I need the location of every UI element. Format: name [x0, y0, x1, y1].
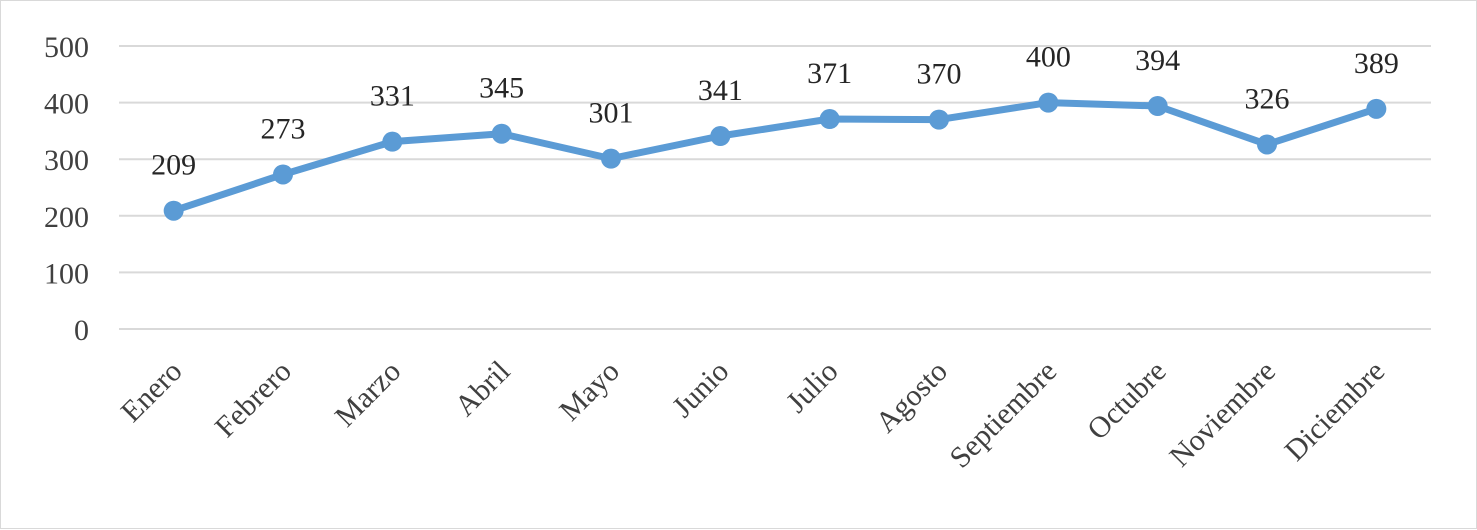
data-label: 371	[807, 57, 852, 90]
data-points	[163, 92, 1387, 221]
data-label: 273	[261, 112, 306, 145]
data-point	[382, 131, 403, 152]
x-category-label: Agosto	[869, 355, 954, 440]
x-category-label: Marzo	[329, 355, 408, 434]
x-category-label: Abril	[449, 355, 517, 423]
data-point	[273, 164, 293, 185]
data-point	[601, 148, 621, 169]
y-tick-label: 100	[44, 257, 89, 290]
data-label: 389	[1354, 47, 1399, 80]
x-category-label: Junio	[666, 355, 735, 424]
data-point	[1257, 134, 1277, 155]
y-axis-tick-labels: 0 100 200 300 400 500	[44, 31, 89, 347]
y-tick-label: 300	[44, 144, 89, 177]
data-label: 326	[1245, 82, 1290, 115]
data-label: 301	[589, 97, 634, 130]
data-point	[710, 125, 731, 146]
data-point	[1038, 92, 1059, 113]
data-labels: 209 273 331 345 301 341 371 370 400 394 326 389	[151, 41, 1399, 182]
data-label: 331	[370, 80, 415, 113]
series-line-group	[170, 99, 1380, 215]
y-tick-label: 200	[44, 201, 89, 234]
x-category-label: Enero	[115, 355, 189, 429]
data-point	[1147, 95, 1168, 116]
data-point	[929, 109, 949, 130]
data-label: 400	[1026, 41, 1071, 74]
x-axis-category-labels: Enero Febrero Marzo Abril Mayo Junio Julio Agos…	[115, 355, 1392, 475]
y-tick-label: 400	[44, 88, 89, 121]
data-point	[491, 123, 512, 144]
data-label: 370	[917, 58, 962, 91]
x-category-label: Septiembre	[943, 355, 1063, 475]
y-tick-label: 0	[74, 314, 89, 347]
x-category-label: Noviembre	[1163, 355, 1282, 474]
x-category-label: Julio	[780, 355, 845, 420]
gridlines	[119, 45, 1431, 330]
data-label: 341	[698, 74, 743, 107]
data-point	[819, 109, 840, 130]
x-category-label: Diciembre	[1278, 355, 1391, 468]
x-category-label: Mayo	[553, 355, 626, 428]
x-category-label: Febrero	[209, 355, 298, 444]
data-label: 394	[1135, 44, 1180, 77]
data-label: 209	[151, 149, 196, 182]
series-line	[170, 99, 1380, 215]
y-tick-label: 500	[44, 31, 89, 64]
x-category-label: Octubre	[1081, 355, 1173, 447]
data-point	[1366, 98, 1387, 119]
data-point	[163, 200, 184, 221]
data-label: 345	[479, 72, 524, 105]
